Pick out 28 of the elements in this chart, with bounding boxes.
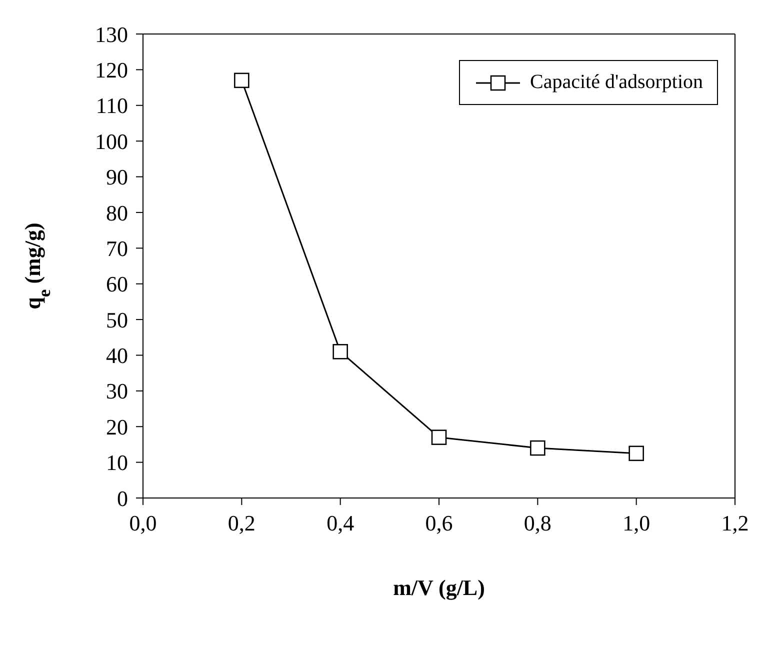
y-tick-label: 20 <box>106 414 128 440</box>
point <box>530 440 546 456</box>
x-tick-label: 0,2 <box>228 510 256 536</box>
x-tick-label: 1,2 <box>721 510 749 536</box>
y-tick-label: 70 <box>106 236 128 261</box>
y-tick-label: 60 <box>106 272 128 297</box>
point <box>431 430 447 445</box>
y-tick-label: 110 <box>96 93 128 118</box>
x-tick-label: 0,4 <box>326 510 354 536</box>
y-tick-label: 100 <box>95 128 128 154</box>
x-tick-label: 0,6 <box>425 510 453 536</box>
y-tick-label: 40 <box>106 343 128 368</box>
y-tick-label: 0 <box>117 486 128 511</box>
point <box>332 344 348 360</box>
y-tick-label: 10 <box>106 450 128 476</box>
y-tick-label: 90 <box>106 164 128 190</box>
x-tick-label: 1,0 <box>622 510 650 536</box>
y-tick-label: 30 <box>106 378 128 404</box>
x-axis-title: m/V (g/L) <box>393 575 485 600</box>
y-tick-label: 50 <box>106 307 128 332</box>
y-tick-label: 120 <box>95 58 128 82</box>
x-tick-label: 0,8 <box>524 510 552 536</box>
point <box>628 446 644 462</box>
point <box>234 72 250 88</box>
x-tick-label: 0,0 <box>129 510 157 536</box>
legend-label: Capacité d'adsorption <box>530 71 703 94</box>
y-tick-label: 80 <box>106 200 128 226</box>
y-tick-label: 130 <box>95 22 128 47</box>
